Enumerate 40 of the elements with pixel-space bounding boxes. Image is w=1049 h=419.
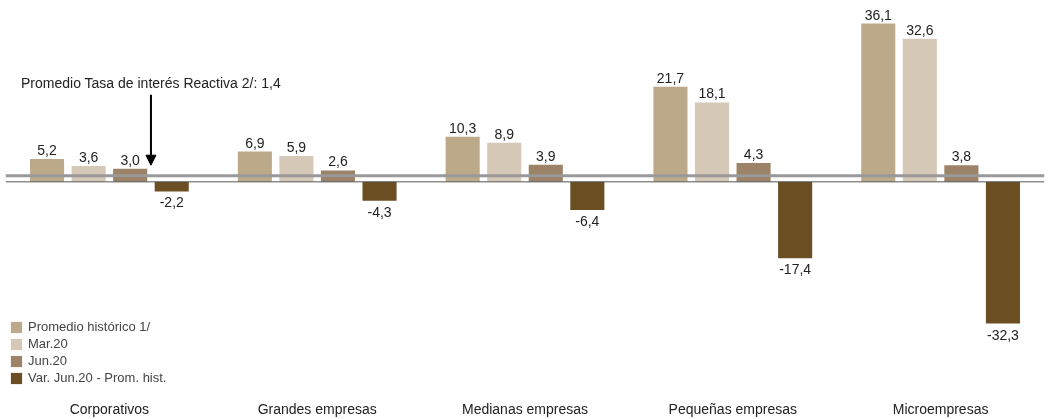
x-tick-label: Grandes empresas xyxy=(257,400,377,417)
x-tick-label: Microempresas xyxy=(892,400,989,417)
bar xyxy=(154,181,189,192)
legend-label: Jun.20 xyxy=(28,353,68,368)
data-label: 10,3 xyxy=(449,119,477,136)
x-tick-label: Corporativos xyxy=(69,400,150,417)
data-label: -2,2 xyxy=(159,194,185,211)
data-label: 8,9 xyxy=(494,125,515,142)
bar xyxy=(902,38,937,182)
data-label: 3,9 xyxy=(536,147,556,164)
data-label: 32,6 xyxy=(906,21,934,38)
bar xyxy=(570,181,605,210)
data-label: 3,0 xyxy=(120,151,141,168)
data-label: 2,6 xyxy=(328,153,348,170)
data-label: 5,2 xyxy=(37,142,57,159)
data-label: -6,4 xyxy=(575,212,600,229)
bar xyxy=(778,181,813,259)
data-label: 3,8 xyxy=(951,148,972,165)
data-label: 4,3 xyxy=(743,145,764,162)
data-label: 6,9 xyxy=(245,134,265,151)
data-label: 5,9 xyxy=(286,138,307,155)
bar xyxy=(653,86,688,182)
data-label: 36,1 xyxy=(864,6,893,23)
legend-label: Var. Jun.20 - Prom. hist. xyxy=(28,370,167,385)
legend-label: Mar.20 xyxy=(28,336,68,351)
data-label: -4,3 xyxy=(367,203,392,220)
data-label: -17,4 xyxy=(779,261,812,278)
data-label: 18,1 xyxy=(698,85,726,102)
legend-label: Promedio histórico 1/ xyxy=(28,319,151,334)
bar xyxy=(362,181,397,201)
x-tick-label: Medianas empresas xyxy=(461,400,589,417)
bar xyxy=(445,136,480,182)
ref-line-label: Promedio Tasa de interés Reactiva 2/: 1,4 xyxy=(21,74,281,91)
bar xyxy=(694,102,730,182)
data-label: 3,6 xyxy=(78,149,99,166)
bar xyxy=(985,181,1020,324)
x-tick-label: Pequeñas empresas xyxy=(668,400,798,417)
data-label: -32,3 xyxy=(986,326,1020,343)
bar xyxy=(861,23,896,182)
data-label: 21,7 xyxy=(656,69,685,86)
